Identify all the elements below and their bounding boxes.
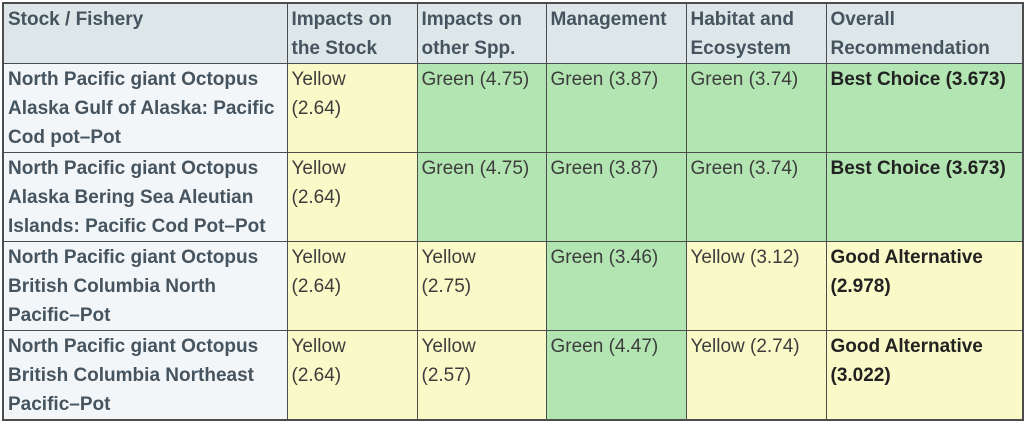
habitat-ecosystem-cell: Green (3.74) — [685, 152, 827, 242]
stock-fishery-cell: North Pacific giant Octopus British Colu… — [2, 330, 288, 421]
table-row: North Pacific giant Octopus British Colu… — [2, 241, 1024, 331]
table-row: North Pacific giant Octopus Alaska Berin… — [2, 152, 1024, 242]
habitat-ecosystem-cell: Yellow (3.12) — [685, 241, 827, 331]
table-row: North Pacific giant Octopus British Colu… — [2, 330, 1024, 421]
impacts-on-stock-cell: Yellow (2.64) — [286, 330, 418, 421]
impacts-other-spp-cell: Yellow (2.57) — [416, 330, 547, 421]
impacts-other-spp-cell: Yellow (2.75) — [416, 241, 547, 331]
table-row: North Pacific giant Octopus Alaska Gulf … — [2, 63, 1024, 153]
col-header-impacts-on-stock: Impacts on the Stock — [286, 2, 418, 64]
col-header-stock-fishery: Stock / Fishery — [2, 2, 288, 64]
management-cell: Green (3.87) — [545, 63, 687, 153]
overall-recommendation-cell: Good Alternative (3.022) — [825, 330, 1024, 421]
management-cell: Green (4.47) — [545, 330, 687, 421]
management-cell: Green (3.46) — [545, 241, 687, 331]
management-cell: Green (3.87) — [545, 152, 687, 242]
stock-fishery-cell: North Pacific giant Octopus British Colu… — [2, 241, 288, 331]
col-header-overall-recommendation: Overall Recommendation — [825, 2, 1024, 64]
impacts-other-spp-cell: Green (4.75) — [416, 63, 547, 153]
overall-recommendation-cell: Best Choice (3.673) — [825, 152, 1024, 242]
col-header-management: Management — [545, 2, 687, 64]
stock-fishery-cell: North Pacific giant Octopus Alaska Gulf … — [2, 63, 288, 153]
stock-fishery-cell: North Pacific giant Octopus Alaska Berin… — [2, 152, 288, 242]
impacts-other-spp-cell: Green (4.75) — [416, 152, 547, 242]
header-row: Stock / Fishery Impacts on the Stock Imp… — [2, 2, 1024, 64]
impacts-on-stock-cell: Yellow (2.64) — [286, 241, 418, 331]
overall-recommendation-cell: Best Choice (3.673) — [825, 63, 1024, 153]
overall-recommendation-cell: Good Alternative (2.978) — [825, 241, 1024, 331]
habitat-ecosystem-cell: Green (3.74) — [685, 63, 827, 153]
impacts-on-stock-cell: Yellow (2.64) — [286, 63, 418, 153]
habitat-ecosystem-cell: Yellow (2.74) — [685, 330, 827, 421]
col-header-impacts-other-spp: Impacts on other Spp. — [416, 2, 547, 64]
impacts-on-stock-cell: Yellow (2.64) — [286, 152, 418, 242]
col-header-habitat-ecosystem: Habitat and Ecosystem — [685, 2, 827, 64]
